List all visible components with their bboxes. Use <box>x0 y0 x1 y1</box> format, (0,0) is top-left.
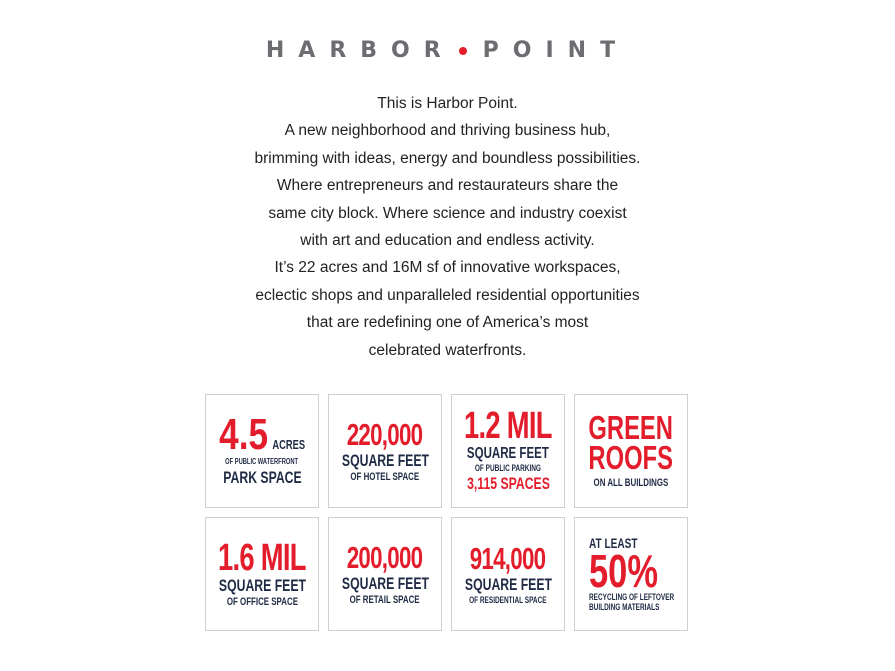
retail-unit: SQUARE FEET <box>341 573 429 593</box>
intro-line: This is Harbor Point. <box>377 95 518 112</box>
recycling-detail-2: BUILDING MATERIALS <box>589 602 660 612</box>
logo-word-harbor: HARBOR <box>265 38 455 63</box>
parking-spaces: 3,115 SPACES <box>466 474 550 493</box>
stats-grid: 4.5 ACRES OF PUBLIC WATERFRONT PARK SPAC… <box>205 394 688 631</box>
intro-line: celebrated waterfronts. <box>368 341 527 359</box>
office-value: 1.6 MIL <box>218 536 306 579</box>
hotel-value: 220,000 <box>347 416 423 452</box>
office-unit: SQUARE FEET <box>218 575 306 595</box>
intro-line: A new neighborhood and thriving business… <box>284 122 611 140</box>
stat-card-residential: 914,000 SQUARE FEET OF RESIDENTIAL SPACE <box>451 517 565 631</box>
parking-value: 1.2 MIL <box>464 405 552 447</box>
park-unit: ACRES <box>272 437 305 452</box>
intro-line: same city block. Where science and indus… <box>268 204 627 222</box>
retail-value: 200,000 <box>347 539 423 575</box>
parking-unit: SQUARE FEET <box>467 445 549 462</box>
stat-card-hotel: 220,000 SQUARE FEET OF HOTEL SPACE <box>328 394 442 508</box>
residential-value: 914,000 <box>470 540 546 576</box>
residential-unit: SQUARE FEET <box>464 574 552 594</box>
residential-detail: OF RESIDENTIAL SPACE <box>469 594 547 605</box>
intro-line: eclectic shops and unparalleled resident… <box>255 286 640 304</box>
stat-card-retail: 200,000 SQUARE FEET OF RETAIL SPACE <box>328 517 442 631</box>
intro-line: with art and education and endless activ… <box>300 232 595 250</box>
stat-card-office: 1.6 MIL SQUARE FEET OF OFFICE SPACE <box>205 517 319 631</box>
park-detail: OF PUBLIC WATERFRONT <box>225 457 299 466</box>
stat-card-park: 4.5 ACRES OF PUBLIC WATERFRONT PARK SPAC… <box>205 394 319 508</box>
logo: HARBOR POINT <box>0 38 895 63</box>
hotel-unit: SQUARE FEET <box>341 450 429 470</box>
stat-card-parking: 1.2 MIL SQUARE FEET OF PUBLIC PARKING 3,… <box>451 394 565 508</box>
recycling-value: 50% <box>589 545 659 597</box>
recycling-detail-1: RECYCLING OF LEFTOVER <box>589 592 675 602</box>
roofs-line2: ROOFS <box>588 439 674 476</box>
park-value: 4.5 <box>218 410 268 459</box>
park-label: PARK SPACE <box>222 468 302 487</box>
intro-line: brimming with ideas, energy and boundles… <box>254 149 641 167</box>
intro-line: that are redefining one of America’s mos… <box>306 314 589 332</box>
intro-line: It’s 22 acres and 16M sf of innovative w… <box>274 259 621 277</box>
hotel-detail: OF HOTEL SPACE <box>350 470 420 483</box>
parking-detail: OF PUBLIC PARKING <box>474 463 542 473</box>
roofs-line1: GREEN <box>588 409 674 446</box>
office-detail: OF OFFICE SPACE <box>226 595 298 608</box>
roofs-detail: ON ALL BUILDINGS <box>593 477 669 489</box>
logo-word-point: POINT <box>482 38 630 63</box>
intro-text: This is Harbor Point. A new neighborhood… <box>0 90 895 364</box>
intro-line: Where entrepreneurs and restaurateurs sh… <box>276 177 619 195</box>
stat-card-recycling: AT LEAST 50% RECYCLING OF LEFTOVER BUILD… <box>574 517 688 631</box>
stat-card-roofs: GREEN ROOFS ON ALL BUILDINGS <box>574 394 688 508</box>
recycling-prefix: AT LEAST <box>589 535 638 551</box>
logo-dot-icon <box>458 46 467 55</box>
retail-detail: OF RETAIL SPACE <box>350 593 420 606</box>
